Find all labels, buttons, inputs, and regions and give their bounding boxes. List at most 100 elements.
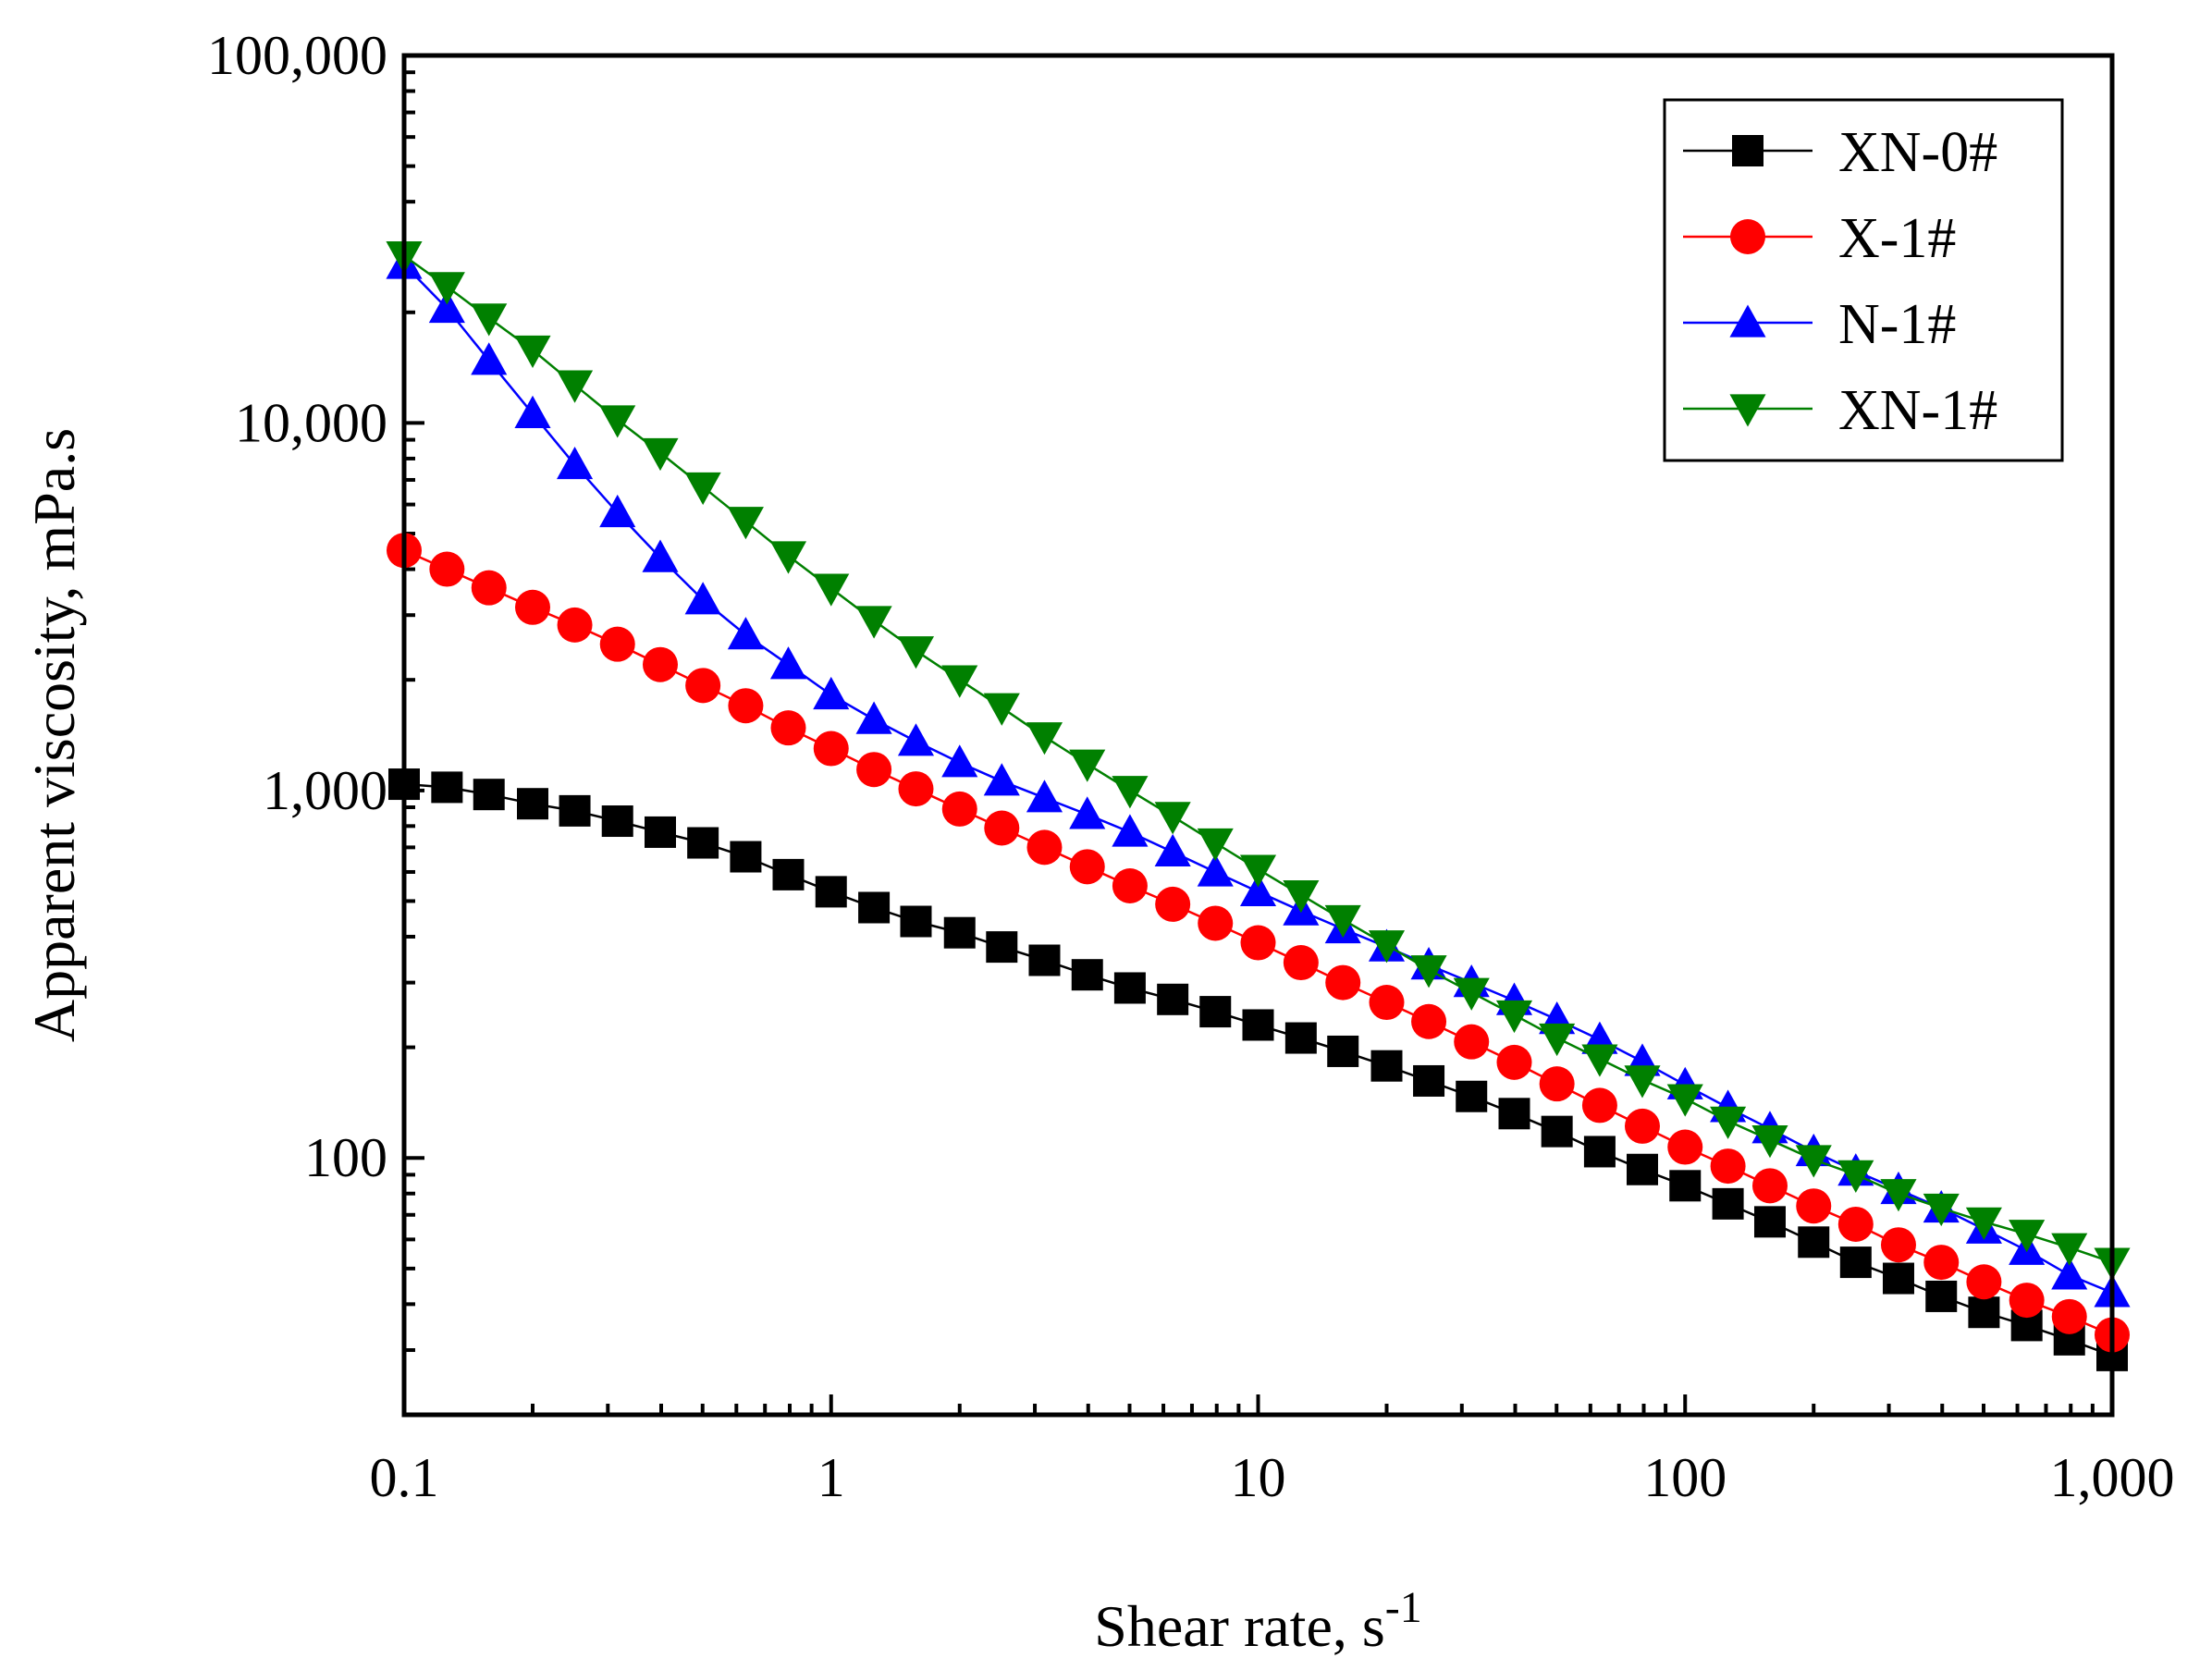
data-point-x-1 bbox=[1880, 1227, 1916, 1263]
data-point-xn-0 bbox=[1242, 1009, 1274, 1041]
data-point-x-1 bbox=[1198, 905, 1234, 941]
data-point-xn-1 bbox=[1581, 1044, 1618, 1077]
data-point-n-1 bbox=[2051, 1257, 2088, 1290]
legend-marker bbox=[1732, 135, 1763, 166]
data-point-xn-1 bbox=[514, 335, 551, 369]
data-point-xn-0 bbox=[1583, 1136, 1616, 1168]
legend-label: XN-1# bbox=[1838, 379, 1997, 442]
data-point-xn-0 bbox=[559, 794, 591, 827]
data-point-n-1 bbox=[642, 539, 679, 572]
data-point-n-1 bbox=[1197, 853, 1234, 887]
data-point-xn-0 bbox=[1925, 1280, 1958, 1312]
data-point-x-1 bbox=[599, 626, 635, 662]
data-point-x-1 bbox=[1796, 1188, 1832, 1224]
data-point-n-1 bbox=[941, 744, 978, 778]
data-point-xn-0 bbox=[858, 891, 891, 924]
data-point-n-1 bbox=[855, 701, 892, 734]
data-point-x-1 bbox=[813, 731, 849, 767]
data-point-xn-0 bbox=[431, 771, 463, 804]
legend-label: N-1# bbox=[1838, 293, 1956, 356]
data-point-xn-0 bbox=[1370, 1050, 1403, 1082]
data-point-x-1 bbox=[557, 607, 593, 643]
axes: 0.1 1 10 100 1,000 100 1,000 10,000 100,000 bbox=[207, 25, 2175, 1508]
y-tick-label: 10,000 bbox=[235, 392, 387, 453]
data-point-x-1 bbox=[685, 668, 721, 704]
data-point-xn-0 bbox=[1413, 1064, 1445, 1097]
data-point-x-1 bbox=[1624, 1108, 1660, 1144]
data-point-xn-1 bbox=[1026, 722, 1063, 755]
data-point-x-1 bbox=[2051, 1298, 2087, 1334]
series-x-1 bbox=[387, 533, 2130, 1353]
data-point-xn-0 bbox=[601, 805, 633, 838]
data-point-xn-1 bbox=[1283, 880, 1320, 914]
data-point-x-1 bbox=[898, 771, 934, 807]
data-point-xn-1 bbox=[556, 370, 594, 403]
legend-label: XN-0# bbox=[1838, 121, 1997, 184]
plot-frame bbox=[401, 53, 2115, 1418]
data-point-n-1 bbox=[556, 446, 594, 480]
y-tick-label: 1,000 bbox=[263, 760, 387, 821]
legend-item: XN-0# bbox=[1683, 121, 1997, 184]
data-point-x-1 bbox=[1667, 1129, 1703, 1165]
data-point-xn-0 bbox=[772, 858, 805, 890]
data-point-xn-0 bbox=[1071, 959, 1103, 991]
data-point-x-1 bbox=[1283, 945, 1319, 981]
y-tick-label: 100 bbox=[304, 1127, 387, 1188]
data-point-xn-0 bbox=[1456, 1080, 1488, 1112]
legend-item: X-1# bbox=[1683, 207, 1956, 270]
data-point-xn-1 bbox=[1710, 1106, 1747, 1139]
data-point-xn-0 bbox=[1968, 1296, 2000, 1329]
data-point-x-1 bbox=[1026, 829, 1063, 866]
data-point-xn-0 bbox=[1798, 1226, 1830, 1259]
data-point-xn-1 bbox=[1069, 749, 1106, 782]
data-point-n-1 bbox=[983, 763, 1020, 796]
data-point-x-1 bbox=[728, 688, 764, 724]
data-point-x-1 bbox=[1325, 964, 1361, 1001]
data-point-n-1 bbox=[514, 395, 551, 428]
legend: XN-0# X-1# N-1# XN-1# bbox=[1663, 98, 2064, 462]
x-tick-label: 100 bbox=[1643, 1447, 1727, 1508]
x-axis-label-text: Shear rate, s bbox=[1094, 1593, 1385, 1659]
data-point-n-1 bbox=[727, 617, 764, 650]
data-point-xn-1 bbox=[642, 437, 679, 472]
data-point-xn-1 bbox=[727, 507, 764, 540]
data-point-xn-0 bbox=[1669, 1170, 1702, 1202]
data-point-xn-1 bbox=[983, 693, 1020, 726]
data-point-xn-0 bbox=[1882, 1262, 1914, 1295]
data-point-xn-1 bbox=[1795, 1145, 1832, 1178]
data-point-x-1 bbox=[515, 589, 551, 625]
data-point-x-1 bbox=[1923, 1245, 1960, 1281]
data-point-xn-1 bbox=[1965, 1207, 2002, 1240]
data-point-x-1 bbox=[1496, 1044, 1532, 1080]
data-point-x-1 bbox=[1837, 1206, 1874, 1242]
data-point-xn-0 bbox=[1028, 944, 1061, 976]
legend-marker bbox=[1730, 219, 1765, 254]
data-point-n-1 bbox=[1026, 780, 1063, 813]
legend-box bbox=[1663, 98, 2064, 462]
data-point-n-1 bbox=[599, 494, 636, 528]
data-point-n-1 bbox=[684, 582, 721, 615]
legend-item: XN-1# bbox=[1683, 379, 1997, 442]
data-point-xn-1 bbox=[1154, 802, 1191, 835]
data-point-x-1 bbox=[2009, 1283, 2045, 1319]
data-point-xn-0 bbox=[1712, 1187, 1744, 1220]
data-point-x-1 bbox=[471, 570, 507, 606]
data-point-xn-1 bbox=[855, 606, 892, 639]
data-point-n-1 bbox=[1069, 796, 1106, 829]
data-point-x-1 bbox=[1069, 849, 1105, 885]
data-point-x-1 bbox=[1581, 1087, 1617, 1124]
data-point-x-1 bbox=[1155, 886, 1191, 922]
series-layer bbox=[386, 241, 2131, 1371]
data-point-n-1 bbox=[1154, 833, 1191, 867]
data-point-x-1 bbox=[770, 710, 806, 746]
data-point-xn-1 bbox=[1539, 1023, 1576, 1057]
data-point-xn-0 bbox=[1498, 1098, 1530, 1130]
data-point-x-1 bbox=[1411, 1003, 1447, 1039]
data-point-xn-1 bbox=[1112, 776, 1149, 809]
x-axis-label-superscript: -1 bbox=[1385, 1583, 1422, 1632]
data-point-x-1 bbox=[1966, 1264, 2002, 1300]
data-point-xn-1 bbox=[1751, 1125, 1788, 1159]
data-point-n-1 bbox=[1239, 873, 1277, 907]
data-point-xn-1 bbox=[428, 272, 465, 305]
